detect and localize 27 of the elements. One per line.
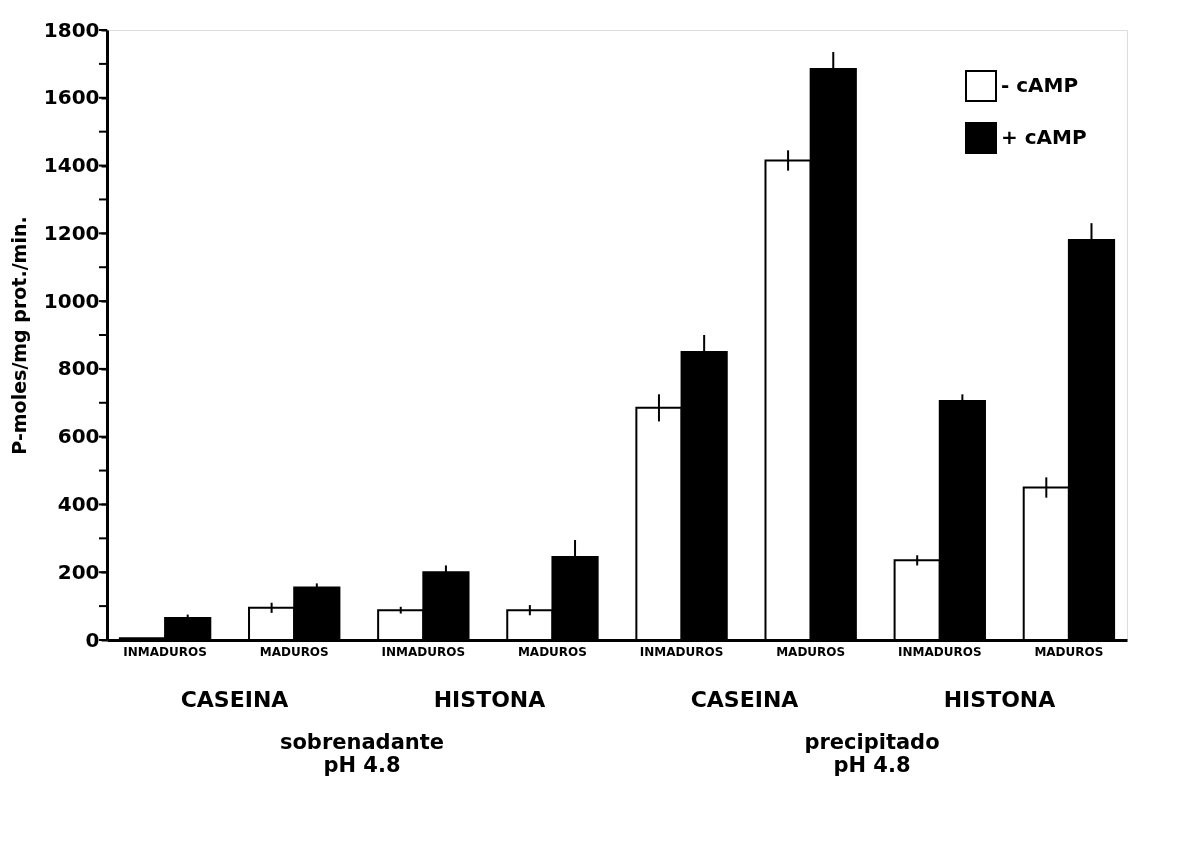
y-tick-label: 400 (57, 491, 100, 516)
y-tick-label: 1800 (43, 17, 100, 42)
y-axis-title: P-moles/mg prot./min. (7, 216, 30, 455)
y-tick-label: 1000 (43, 288, 100, 313)
x-tick-label: MADUROS (776, 644, 846, 659)
y-tick-label: 800 (57, 356, 100, 381)
x-tick-label: MADUROS (517, 644, 587, 659)
x-tick-label: INMADUROS (123, 644, 207, 659)
y-tick-label: 1200 (43, 220, 100, 245)
legend-label: - cAMP (1001, 73, 1079, 97)
y-tick-label: 1400 (43, 153, 100, 178)
y-tick-label: 0 (85, 627, 100, 652)
text: CASEINA (180, 687, 289, 712)
text: HISTONA (433, 687, 546, 712)
x-tick-label: INMADUROS (898, 644, 982, 659)
y-tick-label: 600 (57, 424, 100, 449)
y-tick-label: 200 (57, 559, 100, 584)
x-tick-label: MADUROS (1034, 644, 1104, 659)
text: HISTONA (943, 687, 1056, 712)
text: sobrenadante pH 4.8 (279, 730, 445, 777)
text: precipitado pH 4.8 (804, 730, 940, 777)
x-tick-label: INMADUROS (639, 644, 724, 659)
x-tick-label: MADUROS (259, 644, 329, 659)
x-tick-label: INMADUROS (381, 644, 466, 659)
y-tick-label: 1600 (43, 85, 100, 110)
text: CASEINA (690, 687, 799, 712)
legend-label: + cAMP (1001, 125, 1087, 149)
